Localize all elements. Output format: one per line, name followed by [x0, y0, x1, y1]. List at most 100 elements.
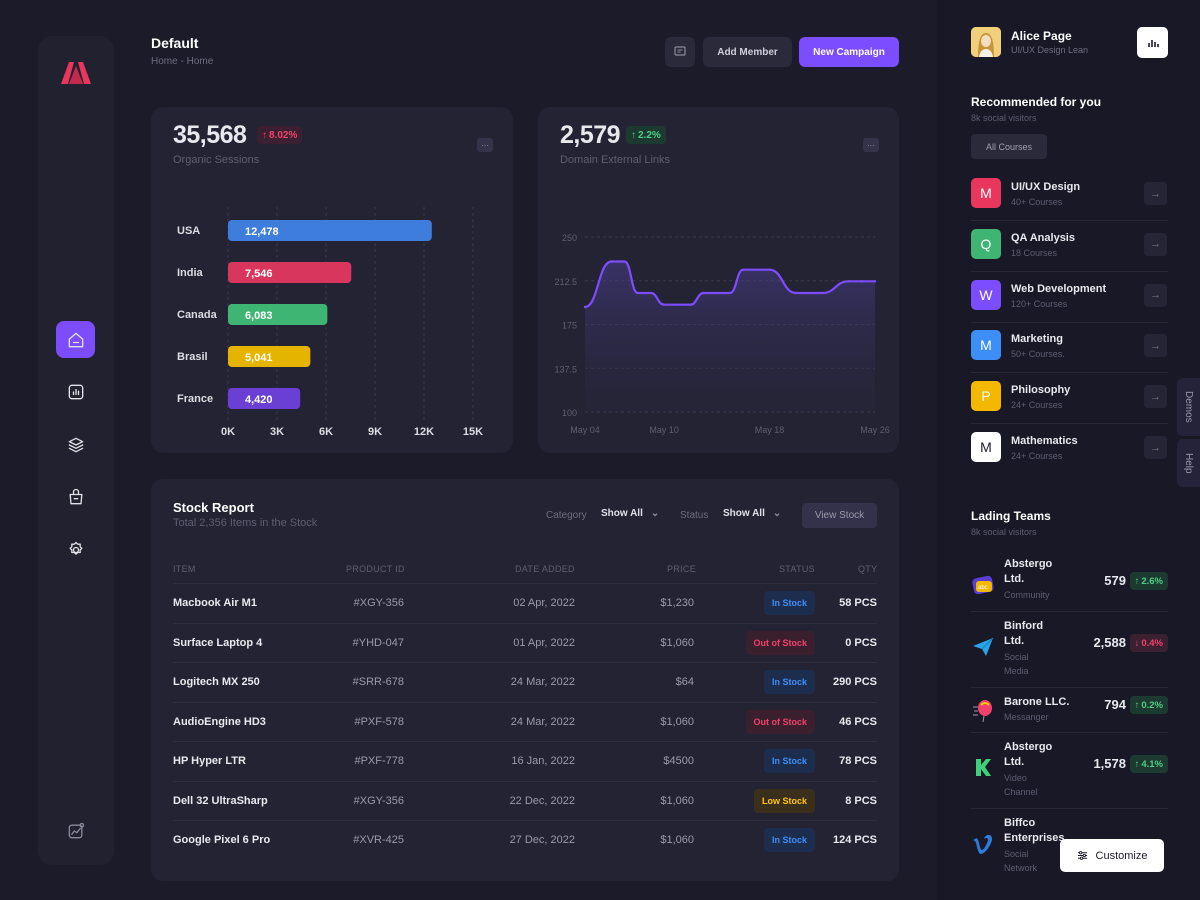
col-header-product-id[interactable]: PRODUCT ID — [346, 564, 405, 574]
team-category: Community — [1004, 590, 1050, 600]
team-item[interactable]: Binford Ltd. Social Media 2,588 ↓ 0.4% — [971, 619, 1168, 688]
data-point[interactable] — [662, 303, 666, 306]
customize-button[interactable]: Customize — [1060, 839, 1164, 872]
arrow-right-icon[interactable]: → — [1144, 283, 1167, 307]
col-header-price[interactable]: PRICE — [667, 564, 697, 574]
table-row[interactable]: HP Hyper LTR #PXF-778 16 Jan, 2022 $4500 In … — [173, 741, 877, 781]
chevron-down-icon: ⌄ — [650, 508, 660, 519]
new-campaign-button[interactable]: New Campaign — [799, 37, 899, 67]
data-point[interactable] — [583, 305, 587, 309]
col-header-status[interactable]: STATUS — [779, 564, 815, 574]
app-logo[interactable] — [59, 60, 93, 84]
arrow-right-icon[interactable]: → — [1144, 232, 1167, 256]
bar-brasil[interactable] — [228, 346, 311, 367]
data-point[interactable] — [768, 268, 771, 271]
stats-button[interactable] — [1137, 27, 1168, 58]
x-tick-label: 3K — [270, 426, 284, 438]
team-item[interactable]: Biffco Enterprises Social Network — [971, 816, 1168, 878]
arrow-right-icon[interactable]: → — [1144, 436, 1167, 459]
data-point[interactable] — [860, 280, 864, 283]
bar-category-label: USA — [177, 225, 200, 237]
team-item[interactable]: abc Abstergo Ltd. Community 579 ↑ 2.6% — [971, 557, 1168, 619]
data-point[interactable] — [821, 291, 824, 295]
quantity: 58 PCS — [839, 597, 877, 609]
arrow-right-icon[interactable]: → — [1144, 334, 1167, 358]
team-item[interactable]: Abstergo Ltd. Video Channel 1,578 ↑ 4.1% — [971, 740, 1168, 809]
comments-button[interactable] — [665, 37, 695, 67]
all-courses-button[interactable]: All Courses — [971, 134, 1047, 159]
status-filter-select[interactable]: Show All ⌄ — [723, 508, 781, 519]
price: $4500 — [663, 755, 694, 767]
table-row[interactable]: Surface Laptop 4 #YHD-047 01 Apr, 2022 $1,0… — [173, 622, 877, 663]
view-stock-button[interactable]: View Stock — [802, 503, 877, 528]
nav-settings[interactable] — [56, 531, 95, 568]
nav-home[interactable] — [56, 321, 95, 358]
data-point[interactable] — [702, 291, 705, 295]
demos-tab[interactable]: Demos — [1177, 378, 1200, 436]
product-id: #YHD-047 — [352, 636, 404, 649]
course-item[interactable]: P Philosophy 24+ Courses → — [971, 381, 1168, 425]
x-tick-label: May 10 — [649, 425, 679, 435]
course-item[interactable]: M UI/UX Design 40+ Courses → — [971, 178, 1168, 221]
series-line[interactable] — [584, 260, 875, 309]
course-title: Mathematics — [1011, 435, 1078, 447]
arrow-right-icon[interactable]: → — [1144, 385, 1167, 409]
data-point[interactable] — [728, 291, 732, 295]
nav-shop[interactable] — [56, 478, 95, 515]
course-item[interactable]: Q QA Analysis 18 Courses → — [971, 228, 1168, 272]
arrow-up-icon: ↑ — [1134, 699, 1140, 711]
avatar[interactable] — [971, 27, 1001, 57]
user-name[interactable]: Alice Page — [1011, 29, 1072, 43]
table-row[interactable]: Logitech MX 250 #SRR-678 24 Mar, 2022 $64 In… — [173, 662, 877, 702]
team-name: Biffco — [1004, 817, 1036, 829]
data-point[interactable] — [610, 260, 613, 263]
breadcrumb-item[interactable]: Home — [151, 56, 178, 67]
table-row[interactable]: Macbook Air M1 #XGY-356 02 Apr, 2022 $1,230… — [173, 583, 877, 623]
arrow-right-icon[interactable]: → — [1144, 182, 1167, 205]
data-point[interactable] — [623, 260, 626, 263]
nav-reports[interactable] — [56, 373, 95, 410]
table-row[interactable]: AudioEngine HD3 #PXF-578 24 Mar, 2022 $1,06… — [173, 701, 877, 742]
data-point[interactable] — [689, 303, 692, 306]
col-header-qty[interactable]: QTY — [858, 564, 878, 574]
domain-links-card: 2,579 ↑ 2.2% Domain External Links ··· 2… — [538, 107, 899, 453]
col-header-date[interactable]: DATE ADDED — [515, 564, 575, 574]
data-point[interactable] — [741, 268, 745, 271]
sessions-value: 35,568 — [173, 121, 247, 149]
bar-canada[interactable] — [228, 304, 328, 325]
bar-usa[interactable] — [228, 220, 432, 241]
chevron-down-icon: ⌄ — [772, 508, 782, 519]
kickstarter-icon — [971, 756, 995, 780]
course-title: QA Analysis — [1011, 231, 1075, 244]
table-row[interactable]: Google Pixel 6 Pro #XVR-425 27 Dec, 2022 $1… — [173, 820, 877, 860]
course-title: Web Development — [1011, 282, 1107, 295]
table-row[interactable]: Dell 32 UltraSharp #XGY-356 22 Dec, 2022 $1… — [173, 780, 877, 821]
stock-report-card: Stock Report Total 2,356 Items in the St… — [151, 479, 899, 881]
category-filter-select[interactable]: Show All ⌄ — [601, 508, 659, 519]
help-tab[interactable]: Help — [1177, 439, 1200, 487]
x-tick-label: 0K — [221, 426, 235, 438]
data-point[interactable] — [636, 291, 639, 295]
product-id: #SRR-678 — [352, 676, 404, 688]
course-item[interactable]: M Mathematics 24+ Courses → — [971, 432, 1168, 472]
course-item[interactable]: W Web Development 120+ Courses → — [971, 279, 1168, 323]
add-member-button[interactable]: Add Member — [703, 37, 792, 67]
price: $1,230 — [660, 597, 694, 609]
data-point[interactable] — [873, 280, 877, 283]
course-item[interactable]: M Marketing 50+ Courses. → — [971, 330, 1168, 374]
data-point[interactable] — [794, 291, 798, 295]
bar-value-label: 12,478 — [245, 226, 279, 238]
bar-india[interactable] — [228, 262, 352, 283]
nav-analytics[interactable] — [56, 812, 95, 849]
bar-france[interactable] — [228, 388, 301, 409]
course-count: 40+ Courses — [1011, 197, 1063, 207]
breadcrumb-item[interactable]: Home — [186, 56, 214, 67]
nav-layers[interactable] — [56, 426, 95, 463]
more-icon[interactable]: ··· — [477, 138, 493, 152]
data-point[interactable] — [847, 280, 850, 283]
data-point[interactable] — [649, 291, 653, 295]
col-header-item[interactable]: ITEM — [173, 564, 196, 574]
bar-category-label: Canada — [177, 309, 218, 321]
team-item[interactable]: Barone LLC. Messanger 794 ↑ 0.2% — [971, 695, 1168, 757]
more-icon[interactable]: ··· — [863, 138, 879, 152]
